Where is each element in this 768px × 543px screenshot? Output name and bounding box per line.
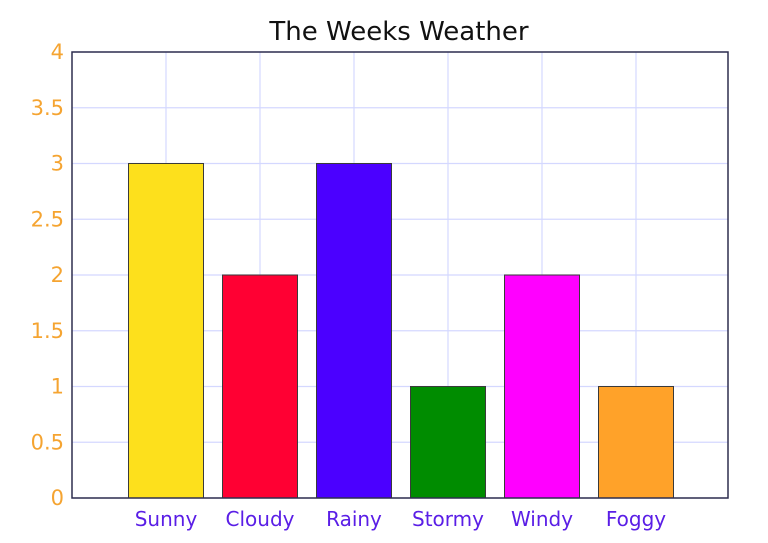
y-tick-label: 4 xyxy=(51,40,64,64)
bar-foggy xyxy=(598,386,674,499)
x-tick-label: Sunny xyxy=(135,507,198,531)
x-tick-label: Windy xyxy=(511,507,573,531)
y-tick-label: 1.5 xyxy=(31,319,64,343)
y-tick-label: 0.5 xyxy=(31,430,64,454)
y-tick-label: 2 xyxy=(51,263,64,287)
x-tick-label: Rainy xyxy=(326,507,382,531)
bar-cloudy xyxy=(222,274,298,499)
bar-stormy xyxy=(410,386,486,499)
x-axis-ticks: Sunny Cloudy Rainy Stormy Windy Foggy xyxy=(135,507,667,531)
bars xyxy=(128,163,674,499)
x-tick-label: Cloudy xyxy=(226,507,295,531)
y-axis-ticks: 0 0.5 1 1.5 2 2.5 3 3.5 4 xyxy=(31,40,64,510)
y-tick-label: 1 xyxy=(51,375,64,399)
bar-windy xyxy=(504,274,580,499)
y-tick-label: 3 xyxy=(51,152,64,176)
bar-rainy xyxy=(316,163,392,499)
plot-frame xyxy=(71,51,729,499)
plot-area-frame xyxy=(71,51,729,499)
y-tick-label: 3.5 xyxy=(31,96,64,120)
x-tick-label: Stormy xyxy=(412,507,484,531)
y-tick-label: 2.5 xyxy=(31,207,64,231)
chart-title: The Weeks Weather xyxy=(268,17,528,47)
bar-sunny xyxy=(128,163,204,499)
x-tick-label: Foggy xyxy=(606,507,666,531)
y-tick-label: 0 xyxy=(51,486,64,510)
